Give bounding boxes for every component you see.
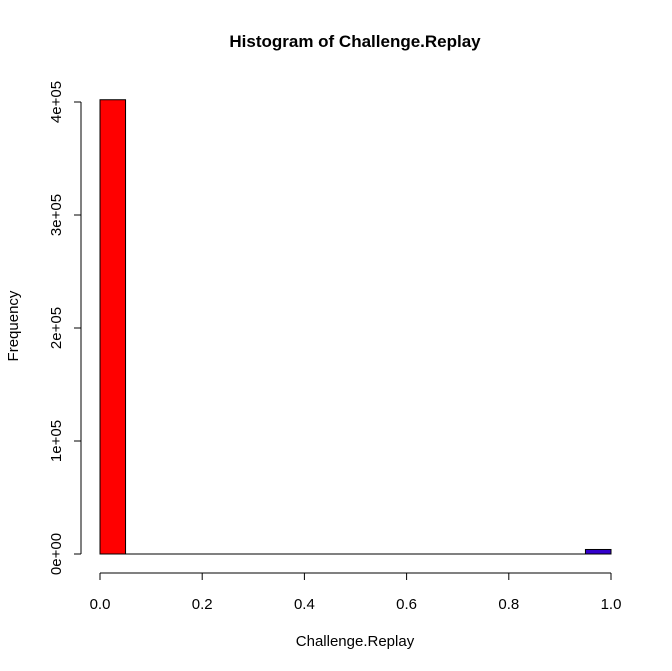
bars-group bbox=[99, 99, 612, 555]
y-axis-label: Frequency bbox=[5, 290, 22, 361]
y-tick-label: 3e+05 bbox=[48, 194, 65, 236]
y-tick-label: 1e+05 bbox=[48, 420, 65, 462]
y-tick-label: 0e+00 bbox=[48, 533, 65, 575]
y-axis: 0e+00 1e+05 2e+05 3e+05 4e+05 bbox=[48, 81, 82, 575]
x-tick-label: 0.6 bbox=[396, 596, 417, 613]
histogram-bar-1 bbox=[584, 548, 612, 555]
x-tick-label: 0.2 bbox=[192, 596, 213, 613]
histogram-bar-0 bbox=[99, 99, 127, 555]
x-tick-label: 0.0 bbox=[90, 596, 111, 613]
x-axis: 0.0 0.2 0.4 0.6 0.8 1.0 bbox=[90, 572, 622, 613]
x-axis-label: Challenge.Replay bbox=[296, 633, 415, 650]
x-tick-label: 0.4 bbox=[294, 596, 315, 613]
chart-title: Histogram of Challenge.Replay bbox=[229, 32, 481, 51]
y-tick-label: 2e+05 bbox=[48, 307, 65, 349]
x-tick-label: 0.8 bbox=[498, 596, 519, 613]
y-tick-label: 4e+05 bbox=[48, 81, 65, 123]
x-tick-label: 1.0 bbox=[601, 596, 622, 613]
